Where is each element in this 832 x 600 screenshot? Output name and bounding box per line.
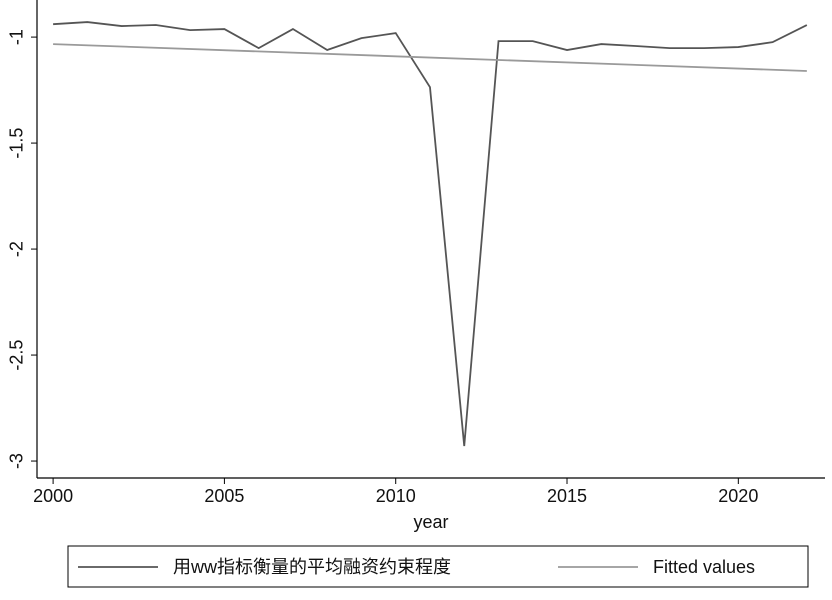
y-tick-label: -2.5 — [7, 340, 27, 371]
legend-label: Fitted values — [653, 557, 755, 577]
y-tick-label: -1.5 — [7, 128, 27, 159]
legend-label: 用ww指标衡量的平均融资约束程度 — [173, 557, 451, 577]
x-tick-label: 2005 — [204, 486, 244, 506]
series-line — [53, 21, 808, 447]
x-axis-label: year — [413, 512, 448, 532]
series-line — [53, 43, 807, 72]
y-tick-label: -2 — [7, 241, 27, 257]
y-tick-label: -1 — [7, 29, 27, 45]
x-tick-label: 2020 — [718, 486, 758, 506]
x-tick-label: 2000 — [33, 486, 73, 506]
x-tick-label: 2015 — [547, 486, 587, 506]
x-tick-label: 2010 — [376, 486, 416, 506]
legend — [67, 545, 809, 588]
y-tick-label: -3 — [7, 453, 27, 469]
